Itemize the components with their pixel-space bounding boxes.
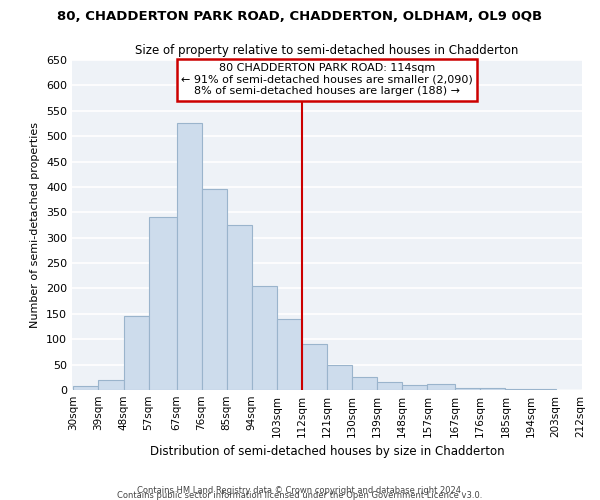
Y-axis label: Number of semi-detached properties: Number of semi-detached properties xyxy=(31,122,40,328)
Text: 80, CHADDERTON PARK ROAD, CHADDERTON, OLDHAM, OL9 0QB: 80, CHADDERTON PARK ROAD, CHADDERTON, OL… xyxy=(58,10,542,23)
Bar xyxy=(427,384,455,390)
Text: Contains HM Land Registry data © Crown copyright and database right 2024.: Contains HM Land Registry data © Crown c… xyxy=(137,486,463,495)
Bar xyxy=(252,286,277,390)
Bar xyxy=(73,386,98,390)
Bar xyxy=(327,364,352,390)
Bar xyxy=(149,218,176,390)
Bar xyxy=(277,319,302,390)
Bar xyxy=(505,389,530,390)
X-axis label: Distribution of semi-detached houses by size in Chadderton: Distribution of semi-detached houses by … xyxy=(149,446,505,458)
Bar xyxy=(227,225,252,390)
Text: Contains public sector information licensed under the Open Government Licence v3: Contains public sector information licen… xyxy=(118,491,482,500)
Bar xyxy=(98,380,124,390)
Bar xyxy=(202,190,227,390)
Bar xyxy=(377,382,402,390)
Text: 80 CHADDERTON PARK ROAD: 114sqm
← 91% of semi-detached houses are smaller (2,090: 80 CHADDERTON PARK ROAD: 114sqm ← 91% of… xyxy=(181,64,473,96)
Bar xyxy=(455,388,480,390)
Bar xyxy=(480,388,505,390)
Bar xyxy=(352,378,377,390)
Bar xyxy=(402,385,427,390)
Title: Size of property relative to semi-detached houses in Chadderton: Size of property relative to semi-detach… xyxy=(136,44,518,58)
Bar xyxy=(176,124,202,390)
Bar xyxy=(124,316,149,390)
Bar xyxy=(302,344,327,390)
